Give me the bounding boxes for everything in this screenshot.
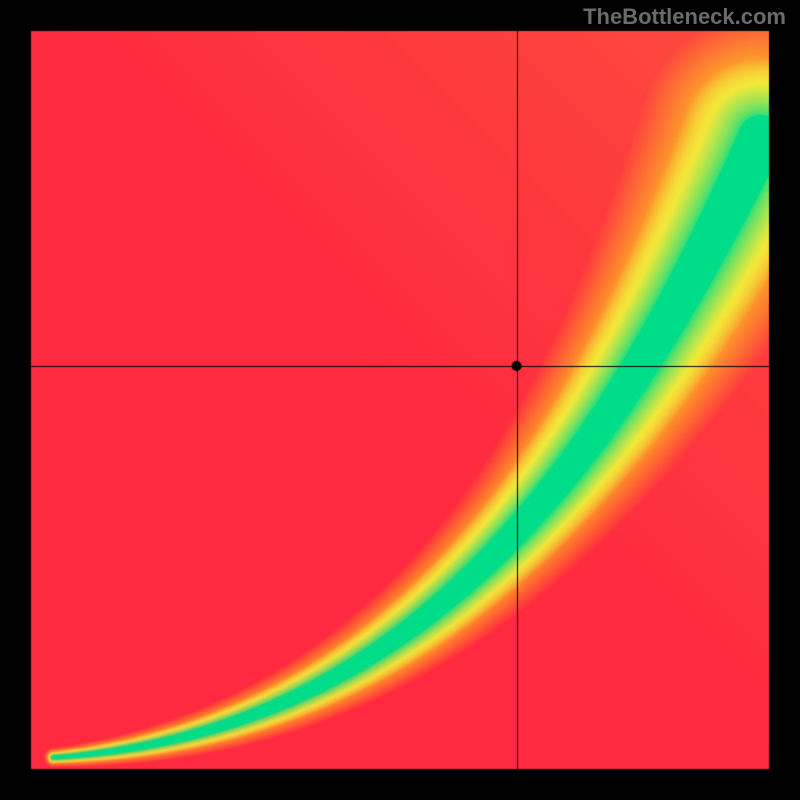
bottleneck-heatmap	[0, 0, 800, 800]
watermark-text: TheBottleneck.com	[583, 4, 786, 30]
figure-container: { "meta": { "watermark_text": "TheBottle…	[0, 0, 800, 800]
